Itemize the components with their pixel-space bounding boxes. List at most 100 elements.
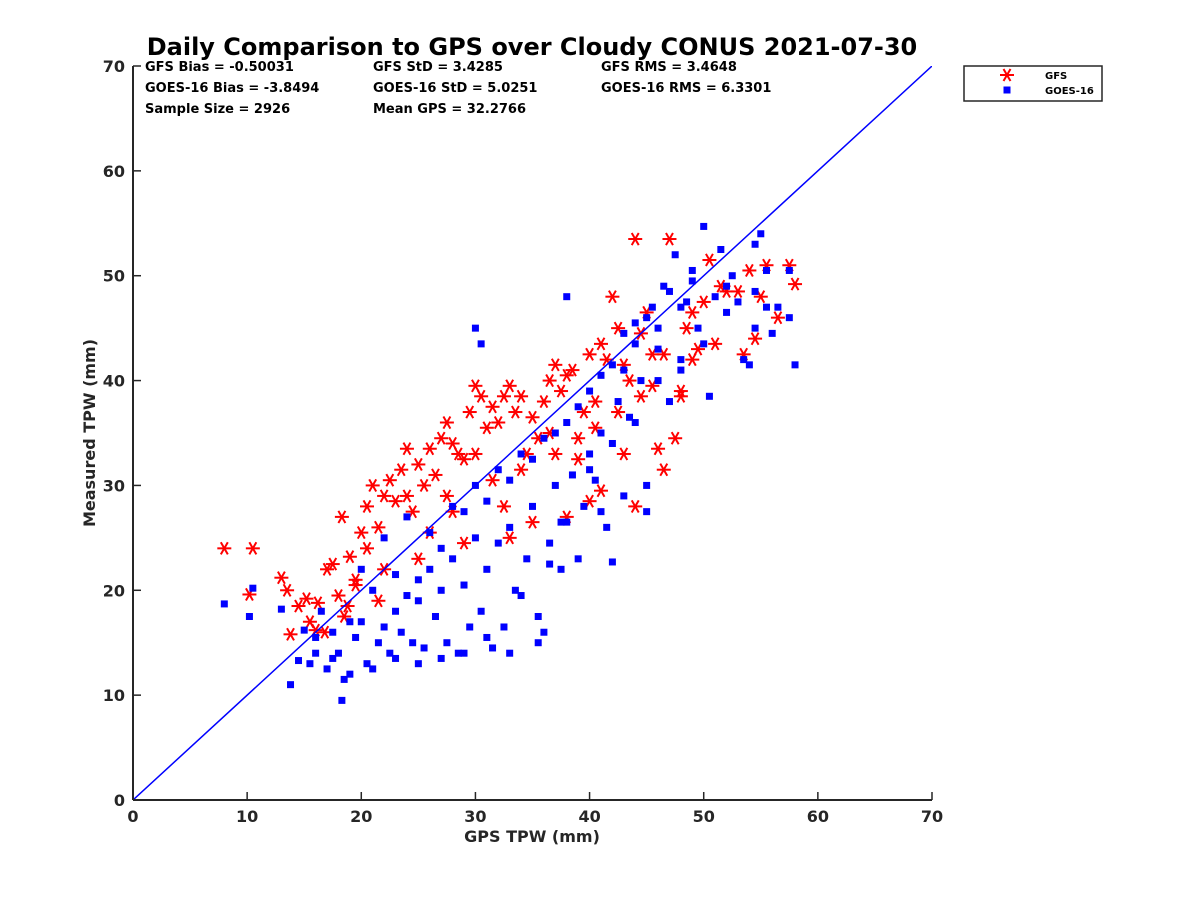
gfs-point [554, 384, 569, 398]
goes-16-point [563, 419, 571, 427]
goes-16-point [329, 654, 337, 662]
stat-gfs-std: GFS StD = 3.4285 [373, 60, 503, 75]
asterisk-stroke [334, 588, 343, 603]
asterisk-stroke [328, 557, 338, 571]
asterisk-stroke [573, 431, 583, 445]
gfs-point [411, 552, 426, 566]
asterisk-stroke [402, 442, 412, 456]
goes-16-point [529, 502, 536, 510]
asterisk-stroke [282, 583, 292, 597]
goes-16-point [580, 502, 588, 510]
goes-16-point [626, 413, 634, 421]
goes-16-point [586, 387, 594, 395]
goes-16-point [614, 398, 622, 406]
gfs-point [334, 510, 349, 524]
gfs-point [536, 394, 551, 409]
asterisk-stroke [356, 526, 366, 540]
goes-16-point [529, 455, 536, 463]
gfs-point [616, 447, 631, 461]
asterisk-stroke [396, 463, 406, 477]
gfs-point [673, 384, 688, 398]
gfs-point [280, 583, 295, 597]
legend-box [963, 65, 1103, 102]
goes-16-point [312, 649, 320, 657]
asterisk-stroke [716, 279, 726, 293]
goes-16-point [762, 303, 770, 311]
gfs-point [696, 295, 711, 309]
goes-16-point [751, 240, 759, 248]
x-tick-label: 0 [127, 807, 138, 826]
gfs-point [354, 526, 369, 540]
goes-16-point [460, 649, 468, 657]
goes-16-point [620, 329, 628, 337]
asterisk-stroke [362, 499, 372, 513]
asterisk-stroke [590, 394, 600, 409]
gfs-point [348, 573, 363, 587]
gfs-point [708, 337, 723, 351]
gfs-point [342, 550, 357, 564]
goes-16-point [460, 508, 468, 516]
gfs-point [217, 541, 232, 555]
gfs-point [622, 374, 637, 388]
goes-16-point [471, 534, 479, 542]
asterisk-stroke [590, 421, 600, 435]
gfs-point [417, 478, 432, 492]
asterisk-stroke [493, 415, 503, 430]
legend-gfs-label: GFS [1045, 71, 1067, 82]
asterisk-stroke [345, 550, 355, 564]
goes-16-point [597, 371, 605, 379]
goes-16-point [551, 481, 559, 489]
asterisk-stroke [676, 384, 686, 398]
series-gfs [217, 232, 803, 641]
gfs-point [685, 353, 700, 367]
asterisk-stroke [413, 457, 423, 472]
asterisk-stroke [431, 468, 440, 482]
goes-16-point [768, 329, 776, 337]
gfs-point [508, 405, 523, 419]
goes-16-point [380, 534, 388, 542]
gfs-point [593, 484, 608, 498]
asterisk-stroke [482, 421, 492, 435]
asterisk-stroke [550, 358, 560, 372]
gfs-point [651, 442, 666, 456]
goes-16-point [586, 450, 594, 458]
asterisk-stroke [653, 442, 663, 456]
gfs-point [331, 588, 346, 603]
asterisk-stroke [522, 447, 532, 461]
asterisk-stroke [277, 571, 286, 585]
goes-16-point [603, 523, 611, 531]
asterisk-stroke [465, 405, 475, 419]
gfs-point [245, 541, 260, 555]
asterisk-stroke [505, 531, 515, 545]
gfs-point [399, 442, 414, 456]
goes-16-point [483, 565, 491, 573]
goes-16-point [414, 576, 422, 584]
stat-goes-std: GOES-16 StD = 5.0251 [373, 81, 537, 96]
gfs-point [514, 463, 529, 477]
legend-goes-marker [1003, 86, 1011, 94]
goes-16-point [340, 675, 348, 683]
x-tick-label: 30 [464, 807, 486, 826]
goes-16-point [300, 626, 308, 634]
gfs-point [730, 284, 745, 299]
goes-16-point [723, 308, 731, 316]
goes-16-point [546, 539, 554, 547]
gfs-point [340, 599, 355, 613]
asterisk-stroke [619, 447, 629, 461]
goes-16-point [369, 586, 377, 594]
goes-16-point [608, 439, 616, 447]
goes-16-point [338, 696, 346, 704]
asterisk-stroke [579, 405, 589, 419]
asterisk-stroke [337, 510, 347, 524]
gfs-point [439, 415, 454, 430]
goes-16-point [751, 324, 759, 332]
asterisk-stroke [391, 494, 400, 508]
goes-16-point [688, 277, 696, 285]
asterisk-stroke [459, 536, 469, 550]
gfs-point [525, 515, 540, 529]
asterisk-stroke [442, 489, 452, 503]
goes-16-point [397, 628, 405, 636]
goes-16-point [745, 361, 753, 369]
gfs-point [571, 452, 586, 466]
asterisk-stroke [745, 263, 754, 278]
